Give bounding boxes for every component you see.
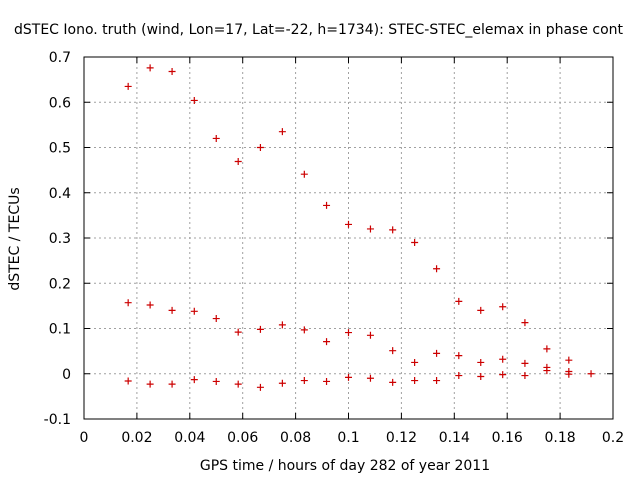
data-point bbox=[124, 299, 132, 307]
x-tick-label: 0.18 bbox=[545, 430, 576, 446]
x-tick-label: 0.08 bbox=[280, 430, 311, 446]
x-tick-label: 0.14 bbox=[439, 430, 470, 446]
data-point bbox=[543, 345, 551, 353]
data-point bbox=[234, 328, 242, 336]
data-point bbox=[278, 128, 286, 136]
data-point bbox=[455, 352, 463, 360]
x-tick-label: 0.1 bbox=[337, 430, 359, 446]
data-point bbox=[212, 377, 220, 385]
series-1 bbox=[124, 64, 573, 364]
x-tick-label: 0.02 bbox=[121, 430, 152, 446]
data-point bbox=[190, 307, 198, 315]
y-tick-label: 0.6 bbox=[49, 95, 71, 111]
data-point bbox=[411, 377, 419, 385]
x-tick-label: 0.16 bbox=[492, 430, 523, 446]
data-point bbox=[433, 349, 441, 357]
data-point bbox=[366, 374, 374, 382]
data-point bbox=[212, 134, 220, 142]
data-point bbox=[543, 367, 551, 375]
data-point bbox=[366, 331, 374, 339]
data-point bbox=[256, 144, 264, 151]
data-point bbox=[212, 315, 220, 323]
data-point bbox=[477, 306, 485, 314]
data-point bbox=[323, 338, 331, 346]
x-tick-label: 0.12 bbox=[386, 430, 417, 446]
y-tick-label: 0.3 bbox=[49, 231, 71, 247]
data-point bbox=[323, 201, 331, 209]
y-tick-label: -0.1 bbox=[44, 412, 71, 428]
data-point bbox=[499, 303, 507, 311]
data-point bbox=[300, 326, 308, 334]
data-point bbox=[256, 325, 264, 333]
data-point bbox=[190, 376, 198, 384]
chart-title: dSTEC Iono. truth (wind, Lon=17, Lat=-22… bbox=[14, 22, 624, 38]
data-point bbox=[521, 319, 529, 327]
data-point bbox=[411, 358, 419, 366]
data-point bbox=[477, 358, 485, 366]
data-point bbox=[389, 347, 397, 355]
data-point bbox=[146, 64, 154, 72]
data-point bbox=[168, 306, 176, 314]
y-tick-label: 0.2 bbox=[49, 276, 71, 292]
data-point bbox=[389, 226, 397, 234]
data-point bbox=[345, 329, 352, 337]
axis-ticks: 0 0.02 0.04 0.06 0.08 0.1 0.12 0.14 0.16 0.18 0.2 -… bbox=[44, 50, 624, 446]
y-tick-label: 0.5 bbox=[49, 141, 71, 157]
x-tick-label: 0.04 bbox=[174, 430, 205, 446]
data-point bbox=[234, 158, 242, 166]
x-axis-label: GPS time / hours of day 282 of year 2011 bbox=[200, 458, 490, 474]
data-point bbox=[499, 371, 507, 379]
data-point bbox=[477, 372, 485, 380]
y-tick-label: 0.7 bbox=[49, 50, 71, 66]
data-point bbox=[278, 321, 286, 329]
y-tick-label: 0.4 bbox=[49, 186, 71, 202]
x-tick-label: 0.06 bbox=[227, 430, 258, 446]
grid-lines bbox=[83, 56, 614, 420]
data-point bbox=[146, 301, 154, 309]
data-point bbox=[521, 359, 529, 367]
data-point bbox=[234, 380, 242, 388]
data-point bbox=[256, 383, 264, 391]
data-point bbox=[565, 356, 573, 364]
series-3 bbox=[124, 367, 595, 391]
data-point bbox=[433, 377, 441, 385]
data-point bbox=[124, 377, 132, 385]
data-point bbox=[345, 220, 352, 228]
data-point bbox=[168, 380, 176, 388]
data-point bbox=[455, 297, 463, 305]
data-point bbox=[323, 377, 331, 385]
data-point bbox=[190, 96, 198, 104]
data-point bbox=[345, 373, 352, 381]
data-markers bbox=[124, 64, 595, 391]
data-point bbox=[124, 82, 132, 90]
data-point bbox=[411, 239, 419, 247]
data-point bbox=[146, 380, 154, 388]
data-point bbox=[168, 67, 176, 75]
data-point bbox=[433, 265, 441, 273]
data-point bbox=[565, 370, 573, 378]
data-point bbox=[366, 225, 374, 233]
x-tick-label: 0 bbox=[80, 430, 89, 446]
data-point bbox=[278, 379, 286, 387]
y-tick-label: 0 bbox=[62, 367, 71, 383]
x-tick-label: 0.2 bbox=[602, 430, 624, 446]
data-point bbox=[521, 372, 529, 380]
y-axis-label: dSTEC / TECUs bbox=[7, 187, 23, 290]
data-point bbox=[499, 355, 507, 363]
data-point bbox=[389, 378, 397, 386]
data-point bbox=[300, 377, 308, 385]
y-tick-label: 0.1 bbox=[49, 322, 71, 338]
data-point bbox=[300, 170, 308, 178]
data-point bbox=[455, 372, 463, 380]
data-point bbox=[587, 370, 595, 378]
